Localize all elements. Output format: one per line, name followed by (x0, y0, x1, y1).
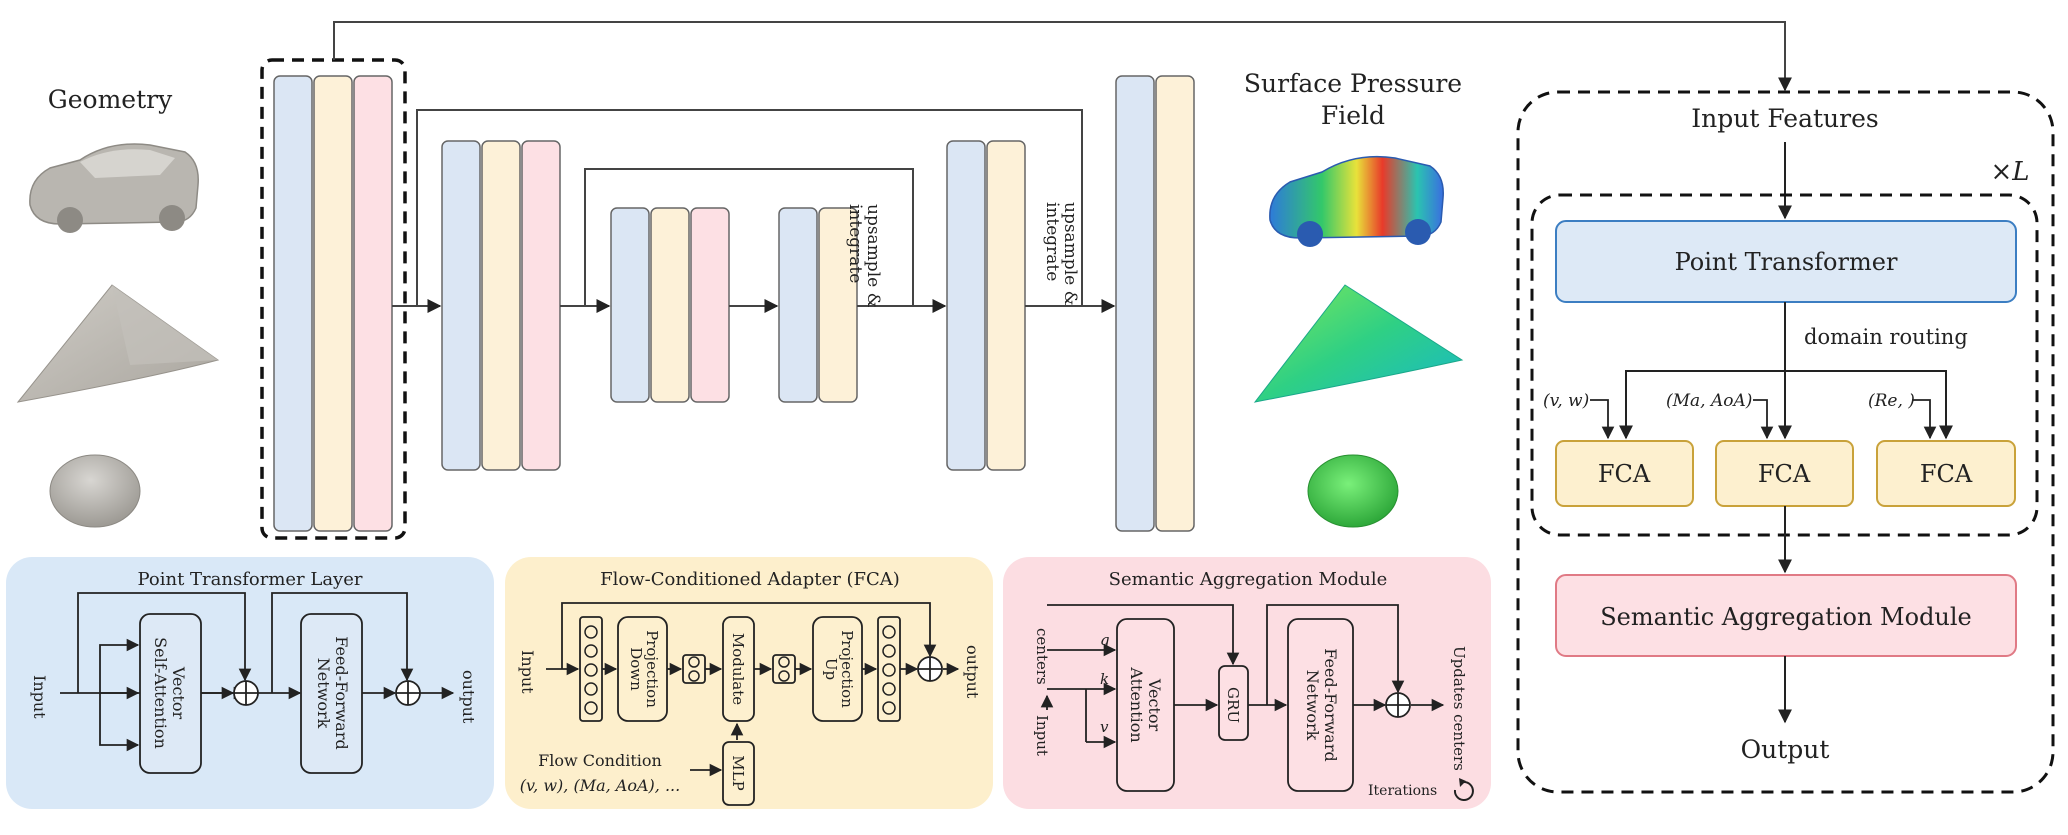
car-geometry-shape (29, 143, 199, 233)
fca-input-label: Input (518, 650, 537, 694)
fca-bottleneck-vector-2 (772, 654, 796, 684)
sam-centers-label: centers (1033, 628, 1051, 685)
fca-mlp-block (722, 741, 755, 806)
triangle-geometry-shape (16, 284, 220, 403)
sam-ffn-label-line2: Network (1303, 670, 1322, 741)
sam-updates-label: Updates centers (1450, 646, 1468, 771)
sam-gru-block (1218, 665, 1249, 741)
fca-modulate-label: Modulate (729, 633, 747, 705)
geometry-title: Geometry (48, 85, 173, 114)
ptl-vector-attention-block (139, 613, 202, 774)
fca-feature-vector-1 (579, 616, 603, 722)
skip-connections (333, 21, 1792, 306)
sam-gru-label: GRU (1224, 687, 1242, 723)
sam-k-label: k (1100, 670, 1109, 688)
fca-output-label: output (963, 645, 982, 699)
encoder-stage-2 (441, 140, 561, 471)
sam-attn-label-line2: Attention (1127, 666, 1146, 742)
decoder-stage-1 (778, 207, 858, 403)
surface-pressure-title-line2: Field (1321, 101, 1385, 130)
ptl-ffn-block (300, 613, 363, 774)
fca-block-3 (1876, 440, 2016, 507)
fca-proj-up-line2: Up (822, 658, 840, 680)
ptl-ffn-label-line1: Feed-Forward (332, 636, 351, 749)
sam-connections (1040, 604, 1445, 749)
fca-proj-down-line1: Projection (643, 630, 661, 708)
ptl-input-label: Input (30, 675, 49, 719)
encoder-stage-3 (610, 207, 730, 403)
sam-iterations-label: Iterations (1368, 783, 1437, 799)
integrate-label-2: integrate (1042, 202, 1062, 281)
car-pressure-shape (1269, 155, 1444, 247)
sam-vector-attention-block (1116, 618, 1175, 792)
fca-flow-condition-line2: (v, w), (Ma, AoA), ... (520, 776, 680, 795)
fca-block-2-label: FCA (1758, 460, 1811, 488)
triangle-pressure-shape (1253, 284, 1464, 403)
input-features-label: Input Features (1691, 104, 1878, 133)
fca-proj-down-line2: Down (627, 647, 645, 691)
output-label: Output (1741, 735, 1830, 764)
fca-block-3-label: FCA (1920, 460, 1973, 488)
ptl-attn-label-line1: Vector (169, 666, 188, 720)
fca-block-1-label: FCA (1598, 460, 1651, 488)
fca-projection-up-block (812, 616, 863, 722)
fca-proj-up-line1: Projection (838, 630, 856, 708)
encoder-stage-1 (273, 75, 393, 532)
upsample-label-2: upsample & (1060, 202, 1080, 306)
fca-feature-vector-2 (877, 616, 901, 722)
surface-pressure-title-line1: Surface Pressure (1244, 69, 1462, 98)
sam-attn-label-line1: Vector (1145, 678, 1164, 732)
disc-pressure-shape (1307, 454, 1399, 528)
semantic-aggregation-label: Semantic Aggregation Module (1600, 603, 1972, 631)
fca-bottleneck-vector-1 (682, 654, 706, 684)
ptl-panel-title: Point Transformer Layer (138, 569, 363, 590)
point-transformer-label: Point Transformer (1675, 248, 1898, 276)
fca-flow-condition-line1: Flow Condition (538, 751, 662, 770)
disc-geometry-shape (49, 454, 141, 528)
domain-routing-label: domain routing (1804, 325, 1968, 349)
iterations-loop-icon (1453, 778, 1474, 801)
fca-projection-down-block (617, 616, 668, 722)
ptl-ffn-label-line2: Network (314, 658, 333, 729)
condition-label-2: (Ma, AoA) (1666, 391, 1752, 411)
sam-panel-title: Semantic Aggregation Module (1109, 569, 1388, 590)
sam-q-label: q (1100, 631, 1110, 649)
repeat-count-label: ×L (1990, 157, 2029, 187)
decoder-stage-2 (946, 140, 1026, 471)
ptl-attn-label-line2: Self-Attention (151, 637, 170, 749)
sam-v-label: v (1100, 718, 1109, 736)
integrate-label-1: integrate (845, 204, 865, 283)
condition-label-1: (v, w) (1543, 391, 1589, 411)
fca-connections (546, 602, 960, 777)
fca-modulate-block (722, 616, 755, 722)
condition-label-3: (Re, ) (1868, 391, 1915, 411)
upsample-label-1: upsample & (863, 204, 883, 308)
fca-block-1 (1555, 440, 1694, 507)
sam-ffn-block (1287, 618, 1354, 792)
sam-ffn-label-line1: Feed-Forward (1321, 648, 1340, 761)
fca-panel-title: Flow-Conditioned Adapter (FCA) (600, 569, 900, 590)
decoder-stage-3 (1115, 75, 1195, 532)
sam-input-label: Input (1033, 715, 1051, 756)
stacked-block-panel (1516, 90, 2055, 794)
fca-mlp-label: MLP (729, 755, 747, 790)
ptl-output-label: output (459, 670, 478, 724)
